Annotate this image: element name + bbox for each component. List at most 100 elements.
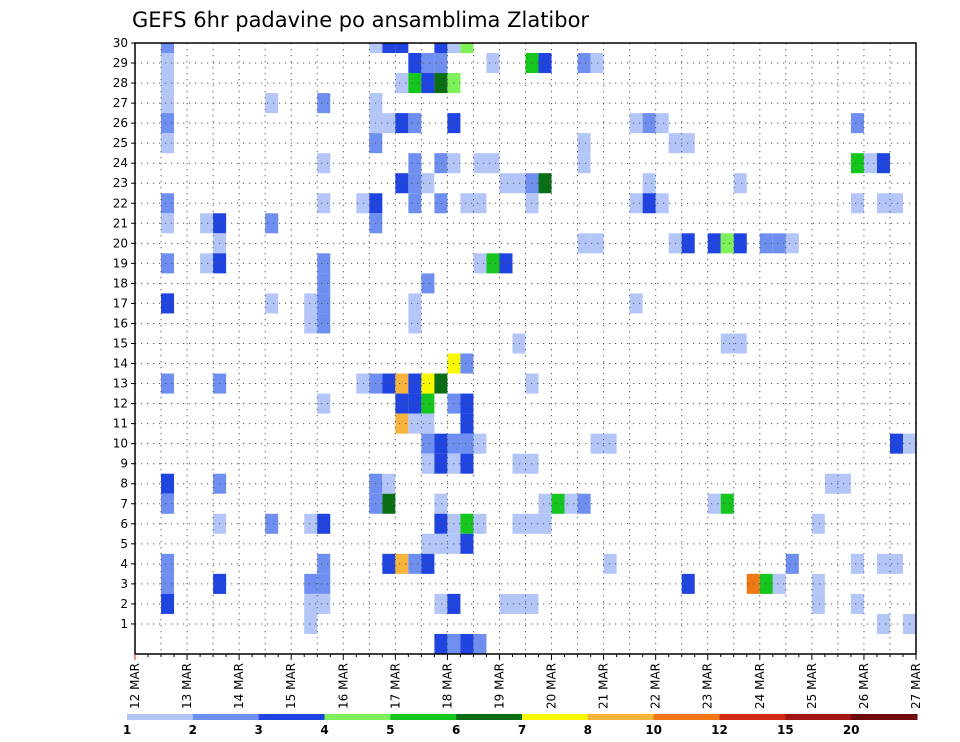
heatmap-cell bbox=[304, 313, 318, 334]
heatmap-cell bbox=[395, 173, 409, 194]
heatmap-cell bbox=[811, 573, 825, 594]
y-tick-label: 18 bbox=[113, 276, 128, 290]
heatmap-cell bbox=[512, 173, 526, 194]
x-tick-label: 23 MAR bbox=[701, 663, 715, 709]
colorbar-swatch bbox=[192, 714, 260, 720]
heatmap-cell bbox=[889, 433, 903, 454]
heatmap-cell bbox=[395, 113, 409, 134]
heatmap-cell bbox=[538, 493, 552, 514]
heatmap-cell bbox=[460, 453, 474, 474]
heatmap-cell bbox=[317, 273, 331, 294]
y-tick-label: 6 bbox=[120, 517, 128, 531]
heatmap-cell bbox=[161, 113, 175, 134]
y-tick-label: 15 bbox=[113, 336, 128, 350]
heatmap-cell bbox=[395, 393, 409, 414]
heatmap-cell bbox=[408, 193, 422, 214]
heatmap-cell bbox=[811, 513, 825, 534]
heatmap-cell bbox=[395, 413, 409, 434]
x-tick-label: 18 MAR bbox=[440, 663, 454, 709]
colorbar-label: 15 bbox=[777, 723, 794, 737]
y-tick-label: 8 bbox=[120, 477, 128, 491]
heatmap-cell bbox=[577, 53, 591, 74]
heatmap-cell bbox=[720, 333, 734, 354]
heatmap-cell bbox=[317, 293, 331, 314]
heatmap-cell bbox=[408, 53, 422, 74]
x-tick-label: 21 MAR bbox=[597, 663, 611, 709]
heatmap-cell bbox=[486, 53, 500, 74]
heatmap-cell bbox=[538, 173, 552, 194]
y-tick-label: 1 bbox=[120, 617, 128, 631]
heatmap-cell bbox=[421, 453, 435, 474]
heatmap-cell bbox=[785, 233, 799, 254]
heatmap-cell bbox=[785, 553, 799, 574]
heatmap-cell bbox=[382, 553, 396, 574]
heatmap-cell bbox=[850, 113, 864, 134]
heatmap-cell bbox=[408, 153, 422, 174]
y-tick-label: 7 bbox=[120, 497, 128, 511]
heatmap-cell bbox=[161, 93, 175, 114]
heatmap-cell bbox=[473, 633, 487, 654]
heatmap-cell bbox=[720, 493, 734, 514]
heatmap-cell bbox=[837, 473, 851, 494]
heatmap-cell bbox=[434, 43, 448, 54]
heatmap-cell bbox=[707, 493, 721, 514]
heatmap-cell bbox=[421, 53, 435, 74]
heatmap-cell bbox=[434, 453, 448, 474]
colorbar-swatch bbox=[324, 714, 391, 720]
heatmap-cell bbox=[499, 593, 513, 614]
heatmap-cell bbox=[408, 313, 422, 334]
heatmap-cell bbox=[161, 213, 175, 234]
heatmap-cell bbox=[408, 373, 422, 394]
heatmap-cell bbox=[161, 373, 175, 394]
colorbar-label: 1 bbox=[123, 723, 131, 737]
y-tick-label: 17 bbox=[113, 296, 128, 310]
y-tick-label: 24 bbox=[113, 156, 128, 170]
heatmap-cell bbox=[304, 293, 318, 314]
heatmap-cell bbox=[473, 153, 487, 174]
heatmap-cell bbox=[382, 473, 396, 494]
heatmap-cell bbox=[200, 253, 214, 274]
colorbar-label: 20 bbox=[843, 723, 860, 737]
x-tick-label: 19 MAR bbox=[492, 663, 506, 709]
heatmap-cell bbox=[408, 553, 422, 574]
heatmap-cell bbox=[460, 43, 474, 54]
heatmap-cell bbox=[395, 373, 409, 394]
heatmap-cell bbox=[460, 413, 474, 434]
heatmap-cell bbox=[486, 153, 500, 174]
y-tick-label: 27 bbox=[113, 96, 128, 110]
heatmap-cell bbox=[421, 553, 435, 574]
heatmap-cell bbox=[395, 73, 409, 94]
heatmap-cell bbox=[434, 493, 448, 514]
heatmap-cell bbox=[161, 493, 175, 514]
heatmap-cell bbox=[629, 293, 643, 314]
heatmap-cell bbox=[304, 573, 318, 594]
heatmap-cell bbox=[733, 333, 747, 354]
x-tick-label: 16 MAR bbox=[336, 663, 350, 709]
heatmap-cell bbox=[512, 453, 526, 474]
heatmap-cell bbox=[681, 233, 695, 254]
heatmap-cell bbox=[733, 173, 747, 194]
heatmap-cell bbox=[408, 173, 422, 194]
heatmap-cell bbox=[538, 513, 552, 534]
heatmap-cell bbox=[473, 513, 487, 534]
y-tick-label: 10 bbox=[113, 437, 128, 451]
heatmap-cell bbox=[161, 193, 175, 214]
heatmap-cell bbox=[317, 573, 331, 594]
colorbar-swatch bbox=[390, 714, 457, 720]
heatmap-cell bbox=[850, 593, 864, 614]
heatmap-cell bbox=[889, 553, 903, 574]
colorbar-label: 6 bbox=[452, 723, 460, 737]
x-tick-label: 26 MAR bbox=[857, 663, 871, 709]
heatmap-cell bbox=[772, 573, 786, 594]
heatmap-cell bbox=[265, 93, 279, 114]
heatmap-cell bbox=[434, 513, 448, 534]
heatmap-cell bbox=[161, 473, 175, 494]
heatmap-cell bbox=[317, 313, 331, 334]
colorbar-swatch bbox=[851, 714, 918, 720]
heatmap-cell bbox=[161, 43, 175, 54]
y-tick-label: 21 bbox=[113, 216, 128, 230]
heatmap-cell bbox=[473, 433, 487, 454]
heatmap-cell bbox=[512, 593, 526, 614]
heatmap-cell bbox=[876, 153, 890, 174]
